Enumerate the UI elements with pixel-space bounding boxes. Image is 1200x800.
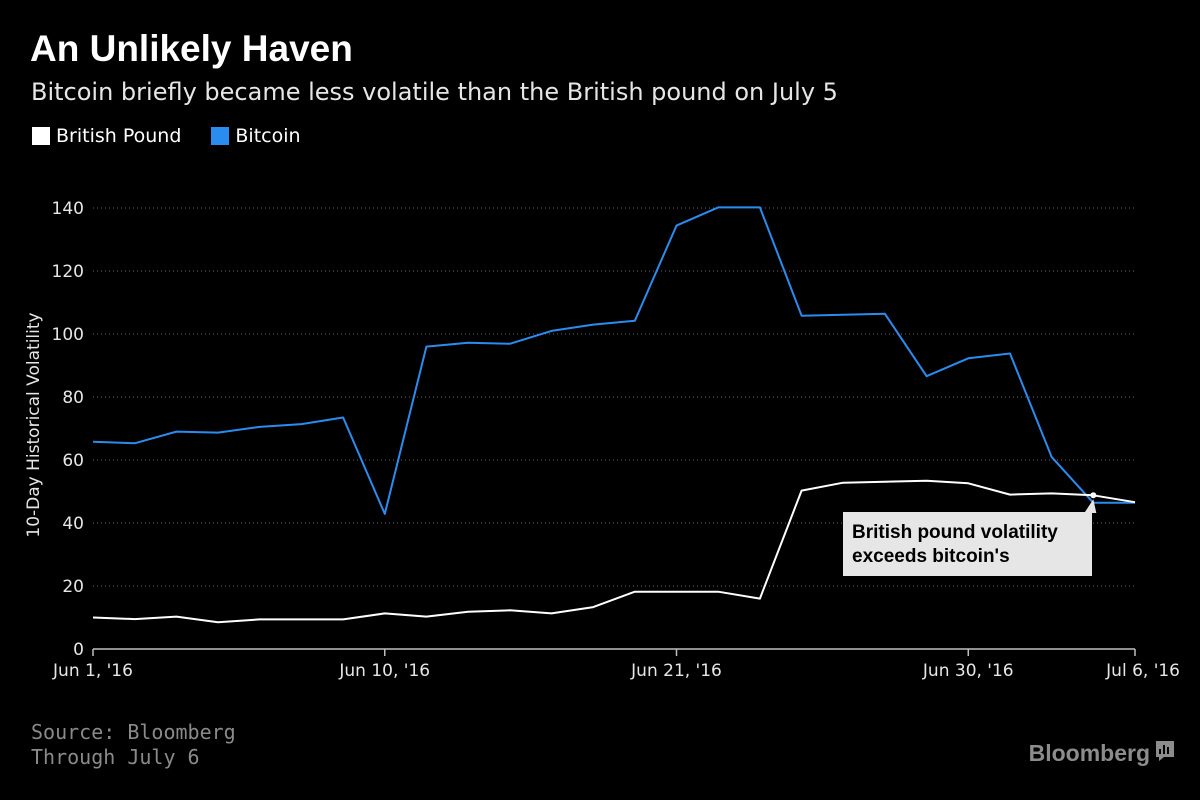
chart-title: An Unlikely Haven	[30, 28, 353, 69]
source-line-1: Source: Bloomberg	[31, 720, 236, 744]
source-note: Source: Bloomberg Through July 6	[31, 720, 236, 770]
legend-label-pound: British Pound	[56, 125, 182, 147]
chart-subtitle: Bitcoin briefly became less volatile tha…	[31, 78, 838, 106]
annotation: British pound volatility exceeds bitcoin'…	[843, 492, 1097, 576]
y-tick-label: 140	[52, 199, 84, 219]
source-line-2: Through July 6	[31, 745, 200, 769]
legend: British Pound Bitcoin	[32, 125, 331, 147]
x-tick-label: Jun 21, '16	[630, 661, 722, 681]
legend-label-bitcoin: Bitcoin	[235, 125, 301, 147]
y-tick-label: 0	[73, 640, 84, 660]
x-tick-label: Jun 1, '16	[52, 661, 133, 681]
legend-swatch-bitcoin	[211, 127, 230, 145]
bloomberg-chart-icon	[1156, 740, 1174, 767]
series-line-british-pound	[92, 479, 1136, 624]
annotation-box	[843, 512, 1092, 576]
annotation-point	[1090, 492, 1097, 499]
legend-swatch-pound	[32, 127, 50, 145]
legend-item-pound: British Pound	[32, 125, 181, 147]
y-tick-label: 60	[62, 451, 84, 471]
x-axis-ticks: Jun 1, '16 Jun 10, '16 Jun 21, '16 Jun 30, …	[52, 649, 1180, 681]
x-tick-label: Jun 30, '16	[922, 661, 1014, 681]
x-tick-label: Jun 10, '16	[338, 661, 430, 681]
series-lines	[92, 206, 1136, 624]
y-axis-ticks: 0 20 40 60 80 100 120 140	[52, 199, 84, 660]
y-tick-label: 100	[52, 325, 84, 345]
y-axis-label: 10-Day Historical Volatility	[24, 312, 44, 537]
y-tick-label: 20	[62, 577, 84, 597]
brand-name: Bloomberg	[1028, 740, 1150, 766]
y-tick-label: 40	[62, 514, 84, 534]
y-tick-label: 120	[52, 262, 84, 282]
brand-logo: Bloomberg	[1029, 740, 1174, 767]
annotation-text-line-2: exceeds bitcoin's	[852, 546, 1010, 567]
x-tick-label: Jul 6, '16	[1105, 661, 1180, 681]
annotation-text-line-1: British pound volatility	[852, 522, 1058, 543]
annotation-pointer	[1084, 499, 1097, 513]
series-line-bitcoin	[92, 206, 1135, 515]
y-tick-label: 80	[62, 388, 84, 408]
legend-item-bitcoin: Bitcoin	[211, 125, 301, 147]
